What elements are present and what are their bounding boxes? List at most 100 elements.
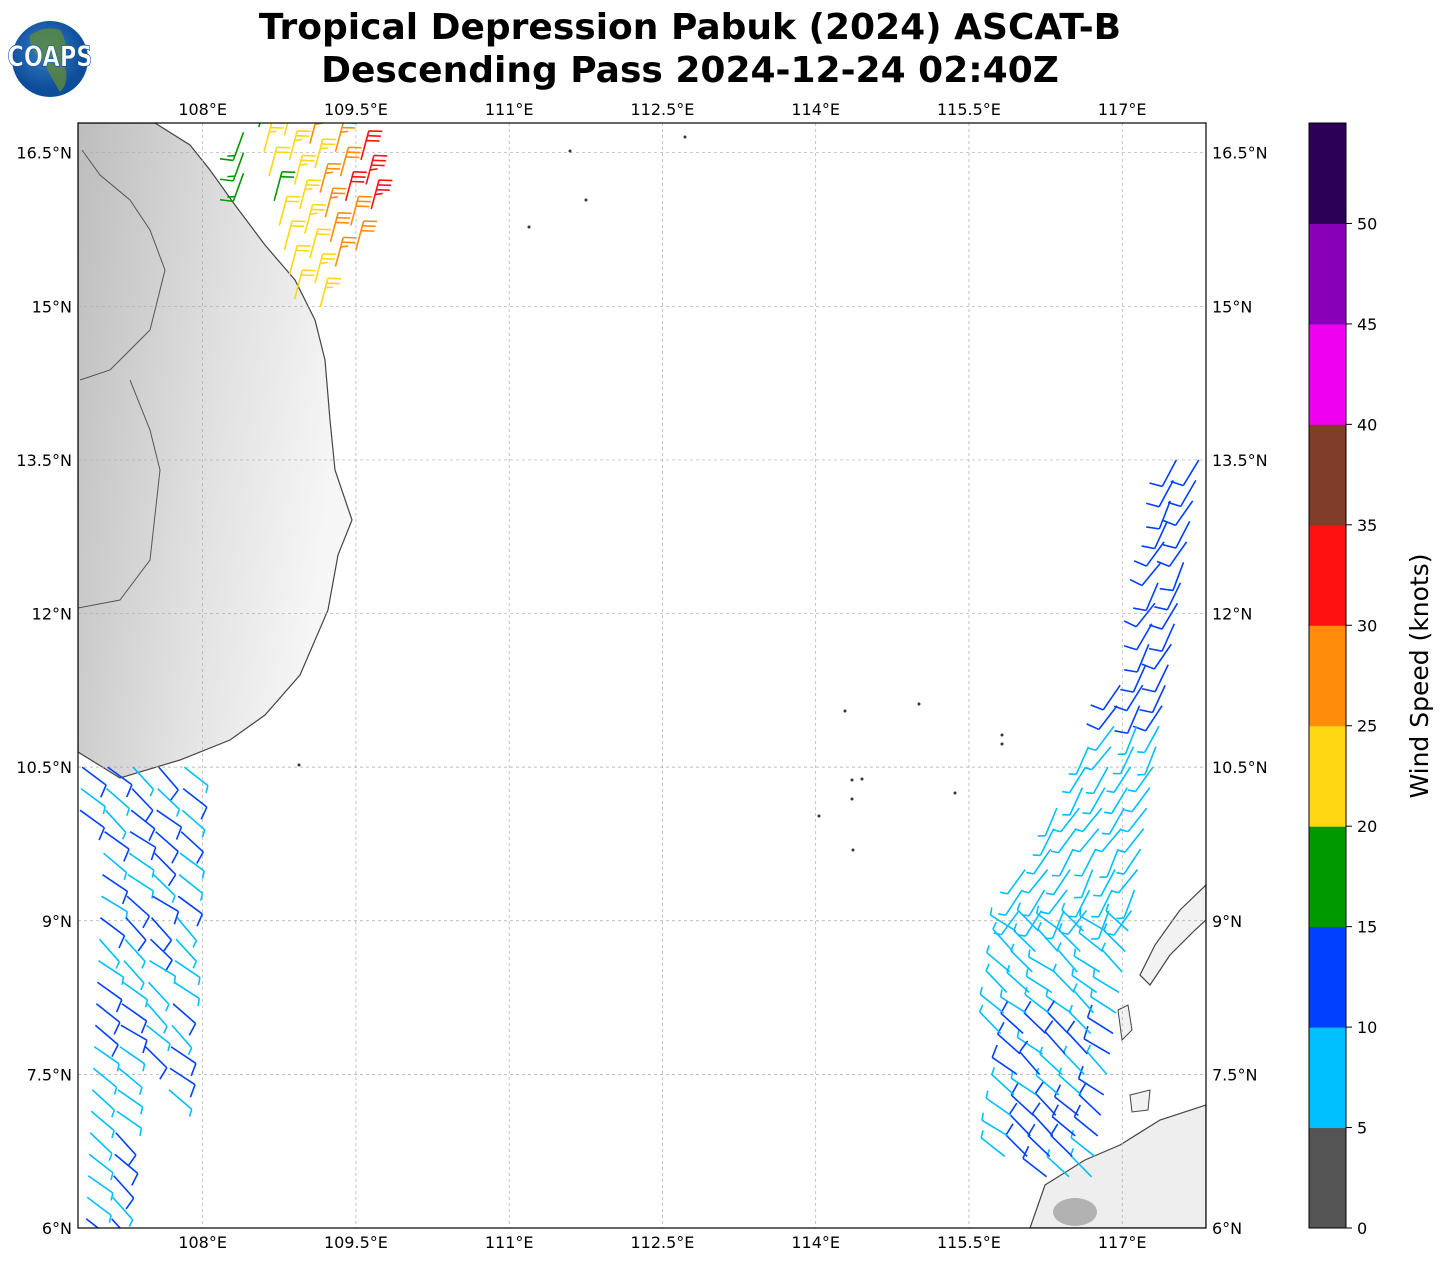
barb-staff bbox=[99, 917, 125, 937]
barb-flag bbox=[128, 1219, 134, 1227]
island bbox=[568, 149, 572, 153]
barb-flag bbox=[104, 1237, 110, 1249]
barb-staff bbox=[990, 914, 1017, 932]
wind-barb bbox=[1162, 500, 1194, 527]
wind-barb bbox=[85, 1218, 110, 1249]
barb-staff bbox=[101, 895, 128, 913]
barb-staff bbox=[79, 809, 105, 829]
barb-flag bbox=[1104, 811, 1112, 815]
wind-barb bbox=[1141, 664, 1169, 693]
wind-barb bbox=[1129, 561, 1162, 587]
barb-flag bbox=[309, 212, 318, 216]
barb-flag bbox=[1074, 874, 1083, 877]
wind-barb bbox=[80, 788, 106, 815]
wind-barb bbox=[1086, 705, 1118, 731]
wind-barb bbox=[1139, 684, 1166, 714]
wind-barb bbox=[1032, 828, 1055, 857]
wind-barb bbox=[1050, 828, 1077, 854]
barb-staff bbox=[1078, 1094, 1102, 1116]
wind-barb bbox=[1058, 1067, 1082, 1096]
barb-staff bbox=[1016, 909, 1040, 932]
wind-barb bbox=[96, 981, 123, 1013]
barb-staff bbox=[288, 245, 299, 275]
wind-barb bbox=[365, 154, 388, 185]
barb-staff bbox=[1058, 929, 1081, 953]
barb-staff bbox=[1044, 807, 1058, 837]
wind-barb bbox=[1023, 1000, 1047, 1034]
barb-staff bbox=[1131, 787, 1151, 813]
lon-tick-label: 115.5°E bbox=[937, 100, 1001, 119]
wind-barb bbox=[145, 1024, 171, 1052]
wind-barb bbox=[1037, 921, 1059, 953]
barb-flag bbox=[1024, 986, 1028, 995]
barb-staff bbox=[1136, 643, 1150, 673]
island bbox=[917, 702, 921, 706]
wind-barb bbox=[1137, 746, 1157, 776]
barb-staff bbox=[979, 993, 1005, 1014]
wind-barb bbox=[124, 938, 146, 969]
barb-staff bbox=[1036, 912, 1062, 932]
barb-staff bbox=[1126, 684, 1144, 712]
barb-flag bbox=[1023, 1000, 1032, 1014]
barb-staff bbox=[985, 1097, 1012, 1117]
barb-staff bbox=[1000, 910, 1020, 936]
barb-flag bbox=[1133, 560, 1147, 567]
barb-flag bbox=[369, 168, 378, 171]
wind-barb bbox=[176, 917, 198, 948]
barb-flag bbox=[173, 911, 180, 925]
barb-staff bbox=[1037, 928, 1059, 953]
barb-flag bbox=[1008, 1102, 1018, 1115]
barb-staff bbox=[118, 1067, 143, 1089]
colorbar-segment bbox=[1309, 725, 1346, 827]
barb-staff bbox=[1058, 848, 1074, 877]
barb-flag bbox=[199, 893, 204, 901]
barb-flag bbox=[1041, 911, 1049, 915]
barb-flag bbox=[1106, 790, 1115, 794]
wind-barb bbox=[1101, 807, 1125, 835]
barb-flag bbox=[219, 198, 234, 203]
barb-flag bbox=[121, 977, 125, 985]
barb-flag bbox=[139, 1128, 143, 1136]
wind-barb bbox=[154, 852, 177, 887]
barb-staff bbox=[1136, 623, 1153, 651]
lat-tick-label: 13.5°N bbox=[16, 451, 72, 470]
barb-flag bbox=[1071, 967, 1075, 976]
wind-barb bbox=[1035, 905, 1062, 932]
palawan-land bbox=[1139, 884, 1206, 986]
barb-flag bbox=[1075, 828, 1084, 833]
wind-barb bbox=[149, 960, 177, 984]
barb-flag bbox=[1141, 663, 1155, 670]
wind-barb bbox=[1132, 705, 1163, 732]
wind-barb bbox=[985, 963, 1008, 994]
wind-barb bbox=[986, 945, 1011, 973]
barb-flag bbox=[1123, 645, 1138, 651]
barb-staff bbox=[1102, 684, 1121, 711]
barb-staff bbox=[1151, 684, 1166, 713]
barb-staff bbox=[1082, 807, 1103, 832]
lon-tick-label: 117°E bbox=[1098, 1233, 1147, 1252]
wind-barb bbox=[981, 1112, 1009, 1137]
wind-barb bbox=[102, 874, 129, 905]
barb-flag bbox=[1132, 725, 1146, 732]
wind-barb bbox=[273, 171, 296, 202]
wind-barb bbox=[104, 831, 130, 862]
barb-staff bbox=[268, 147, 278, 177]
barb-staff bbox=[1035, 1074, 1060, 1096]
barb-flag bbox=[1086, 723, 1100, 731]
barb-flag bbox=[992, 921, 997, 930]
wind-barb bbox=[329, 212, 352, 243]
barb-flag bbox=[1117, 849, 1126, 853]
barb-staff bbox=[1078, 1077, 1105, 1096]
wind-barb bbox=[999, 869, 1026, 895]
barb-staff bbox=[87, 1175, 114, 1194]
wind-barb bbox=[131, 788, 154, 822]
barb-flag bbox=[171, 895, 176, 904]
wind-barb bbox=[178, 874, 204, 901]
barb-staff bbox=[147, 981, 170, 1005]
lat-tick-label: 7.5°N bbox=[27, 1065, 72, 1084]
barb-flag bbox=[299, 163, 308, 166]
wind-barb bbox=[152, 895, 180, 925]
wind-barb bbox=[1071, 967, 1098, 994]
wind-barb bbox=[1028, 949, 1056, 973]
colorbar-tick-label: 20 bbox=[1357, 817, 1377, 836]
